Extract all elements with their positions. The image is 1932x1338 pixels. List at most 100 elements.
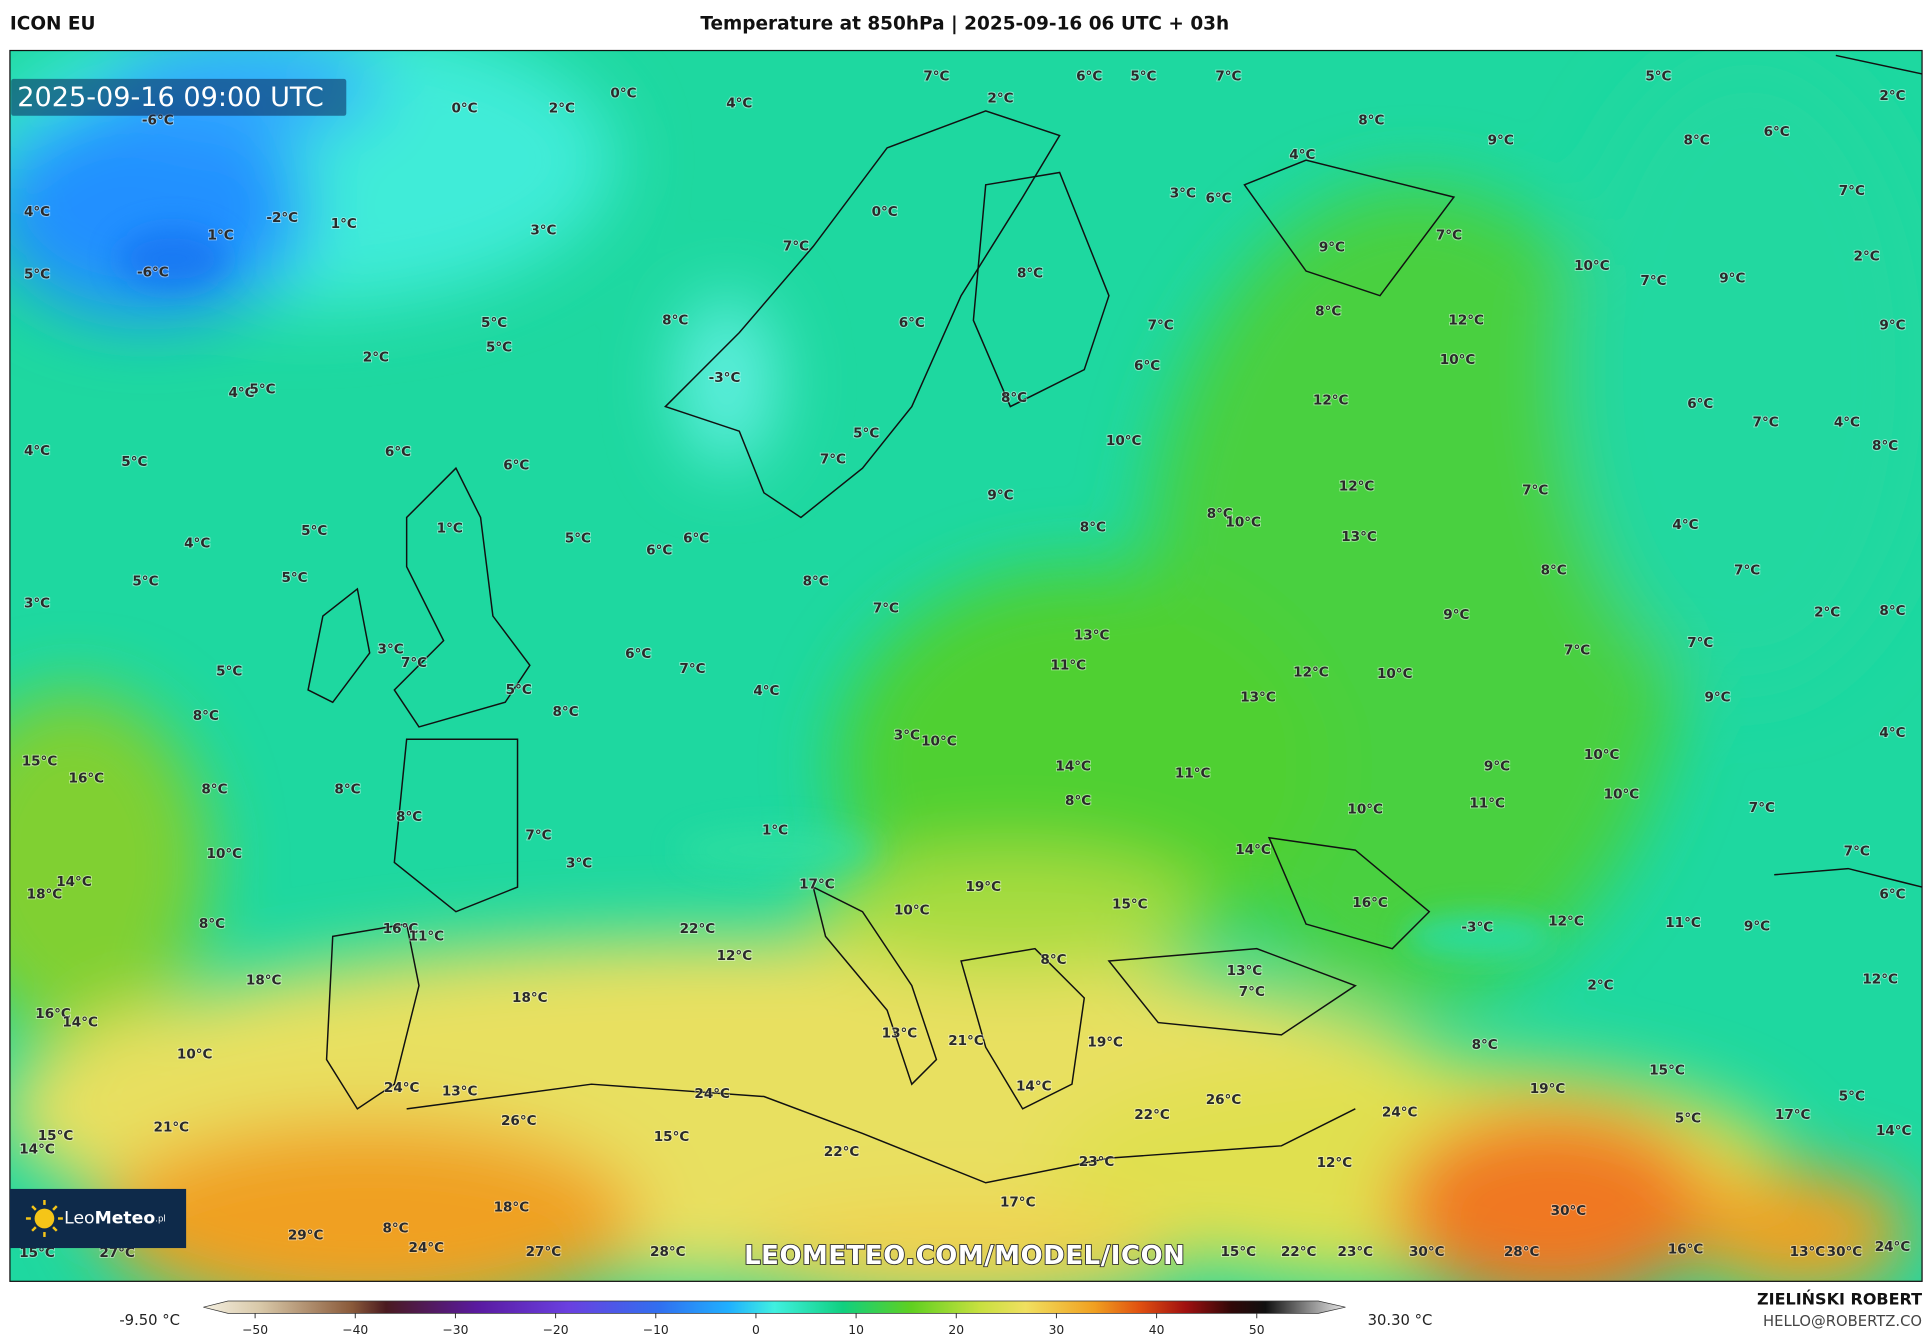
temp-label: 26°C: [1206, 1092, 1242, 1108]
temp-label: 8°C: [382, 1220, 408, 1236]
temp-label: 18°C: [27, 886, 63, 902]
temp-label: 8°C: [1872, 438, 1898, 454]
temp-label: -6°C: [137, 264, 169, 280]
temp-label: 18°C: [494, 1199, 530, 1215]
temp-label: 5°C: [853, 426, 879, 442]
temp-label: 5°C: [216, 663, 242, 679]
temp-label: 13°C: [1227, 963, 1263, 979]
temp-label: 18°C: [512, 990, 548, 1006]
temp-label: 26°C: [501, 1113, 537, 1129]
temp-label: 8°C: [1017, 266, 1043, 282]
temp-label: 6°C: [503, 458, 529, 474]
temp-label: 8°C: [1065, 793, 1091, 809]
temp-label: 12°C: [1317, 1155, 1353, 1171]
temp-label: 3°C: [1170, 185, 1196, 201]
temp-label: 7°C: [679, 661, 705, 677]
temp-label: 12°C: [1448, 312, 1484, 328]
temp-label: 0°C: [451, 100, 477, 116]
temp-label: 19°C: [1530, 1081, 1566, 1097]
temp-label: 16°C: [1668, 1241, 1704, 1257]
colorbar-tick-label: 10: [848, 1323, 864, 1337]
temp-label: 7°C: [1687, 635, 1713, 651]
temp-label: 9°C: [987, 487, 1013, 503]
temp-label: 14°C: [1235, 842, 1271, 858]
temp-label: 3°C: [566, 856, 592, 872]
temp-label: 0°C: [872, 204, 898, 220]
colorbar-tick-label: 50: [1249, 1323, 1265, 1337]
temp-label: 6°C: [625, 646, 651, 662]
temp-label: 7°C: [1749, 800, 1775, 816]
temp-label: 10°C: [177, 1047, 213, 1063]
model-name: ICON EU: [10, 14, 96, 35]
temp-label: 10°C: [1440, 352, 1476, 368]
temp-label: 7°C: [1844, 843, 1870, 859]
temp-label: 8°C: [199, 916, 225, 932]
temp-label: 10°C: [921, 734, 957, 750]
temp-label: 5°C: [565, 530, 591, 546]
temp-label: 7°C: [820, 452, 846, 468]
logo-sun: [25, 1200, 63, 1237]
temp-label: 8°C: [396, 809, 422, 825]
temp-label: 8°C: [1472, 1037, 1498, 1053]
colorbar-tick-label: −30: [442, 1323, 468, 1337]
temp-label: 13°C: [882, 1026, 918, 1042]
temp-label: 22°C: [824, 1144, 860, 1160]
temp-label: -6°C: [142, 113, 174, 129]
colorbar-tick-label: 30: [1049, 1323, 1065, 1337]
temp-label: 22°C: [1281, 1244, 1317, 1260]
temp-label: 24°C: [694, 1086, 730, 1102]
temp-label: 15°C: [22, 753, 58, 769]
temp-label: 5°C: [1645, 68, 1671, 84]
temp-label: 9°C: [1744, 918, 1770, 934]
temp-label: 8°C: [1879, 603, 1905, 619]
temp-label: 6°C: [1076, 68, 1102, 84]
temp-label: 7°C: [1640, 273, 1666, 289]
temp-label: 9°C: [1719, 270, 1745, 286]
temp-label: 17°C: [1775, 1107, 1811, 1123]
temp-label: 30°C: [1827, 1244, 1863, 1260]
temp-label: 12°C: [1313, 392, 1349, 408]
temp-label: 1°C: [437, 521, 463, 537]
temp-label: 16°C: [69, 771, 105, 787]
temp-label: 15°C: [1220, 1244, 1256, 1260]
temp-label: 8°C: [1080, 519, 1106, 535]
temp-label: 9°C: [1879, 317, 1905, 333]
map-frame: [9, 49, 1923, 1282]
temp-label: 2°C: [1879, 88, 1905, 104]
temp-label: 24°C: [384, 1080, 420, 1096]
colorbar-tick-label: −20: [543, 1323, 569, 1337]
temp-label: 8°C: [334, 782, 360, 798]
temp-label: 27°C: [99, 1245, 135, 1261]
temp-label: 6°C: [1687, 396, 1713, 412]
temp-label: 6°C: [1764, 124, 1790, 140]
colorbar-max: 30.30 °C: [1368, 1312, 1433, 1329]
temp-label: 10°C: [1347, 801, 1383, 817]
temp-label: 7°C: [1564, 643, 1590, 659]
temp-label: 24°C: [1875, 1239, 1911, 1255]
temp-label: 22°C: [680, 921, 716, 937]
temp-label: 5°C: [1839, 1089, 1865, 1105]
temp-label: 30°C: [1409, 1244, 1445, 1260]
colorbar-tick-label: 20: [948, 1323, 964, 1337]
temp-label: 11°C: [1665, 915, 1701, 931]
temperature-labels: 0°C 2°C 0°C 4°C 7°C 2°C 6°C 5°C 7°C 5°C 2°C -6°C 8°C…: [18, 67, 1912, 1261]
temp-label: 5°C: [281, 570, 307, 586]
temp-label: 8°C: [1207, 506, 1233, 522]
temp-label: 7°C: [1753, 415, 1779, 431]
temp-label: 8°C: [553, 704, 579, 720]
temp-label: -3°C: [1461, 920, 1493, 936]
temp-label: 7°C: [923, 68, 949, 84]
temp-label: 12°C: [1548, 914, 1584, 930]
temp-label: 12°C: [1339, 479, 1375, 495]
map-field: 0°C 2°C 0°C 4°C 7°C 2°C 6°C 5°C 7°C 5°C 2°C -6°C 8°C…: [9, 50, 1923, 1282]
temp-label: 6°C: [899, 315, 925, 331]
temp-label: 7°C: [1239, 984, 1265, 1000]
temp-label: 7°C: [873, 601, 899, 617]
temp-label: 4°C: [228, 385, 254, 401]
temp-label: 3°C: [378, 641, 404, 657]
temp-label: 5°C: [249, 381, 275, 397]
temp-label: 4°C: [1289, 147, 1315, 163]
temp-label: 24°C: [1382, 1105, 1418, 1121]
